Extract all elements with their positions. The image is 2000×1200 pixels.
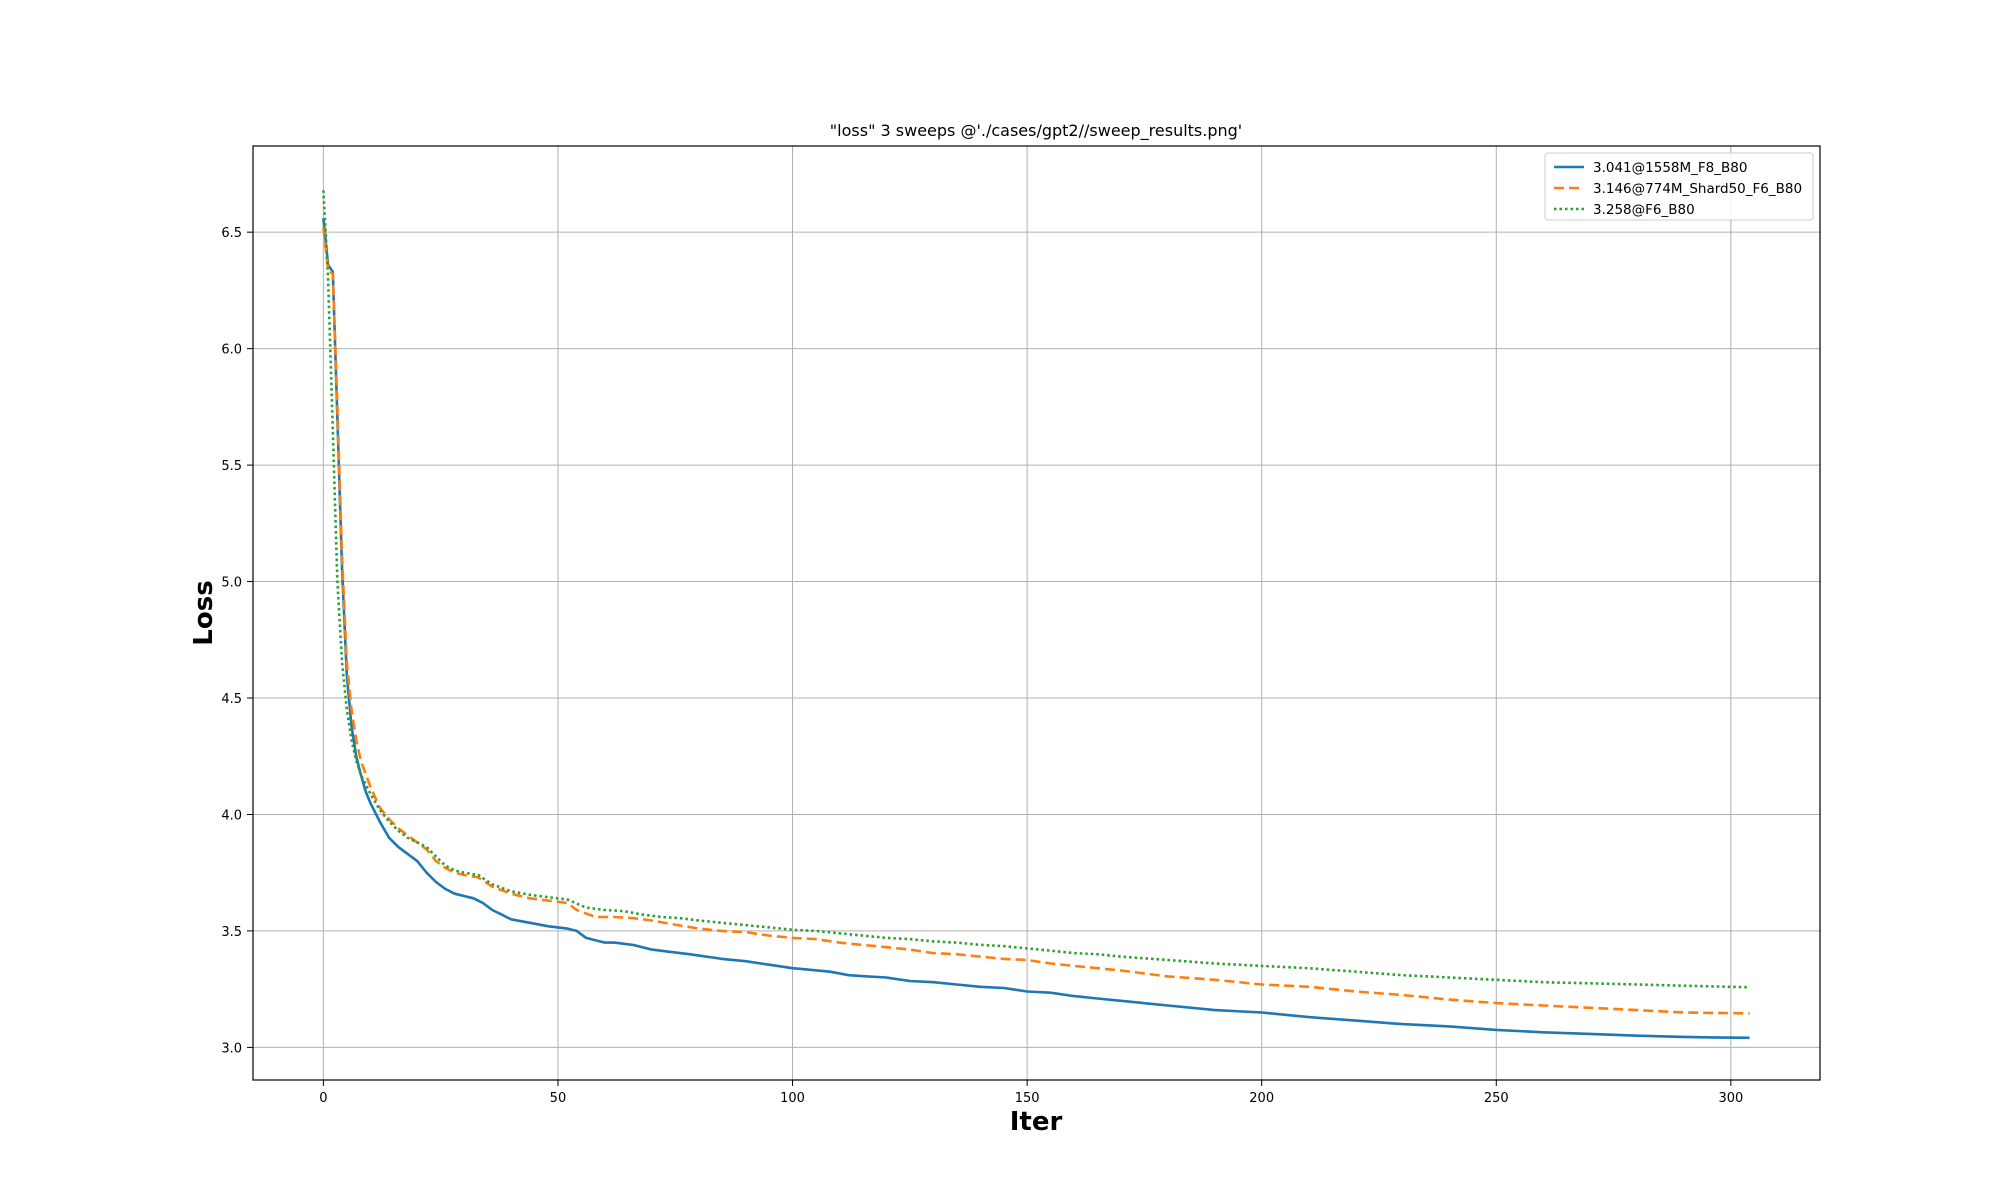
y-tick-label: 4.0 [221, 808, 242, 823]
y-tick-label: 5.5 [221, 459, 242, 474]
series-layer [322, 190, 1750, 1040]
series-line-2 [322, 227, 1750, 1015]
legend-box [1544, 152, 1814, 221]
x-tick-label: 100 [780, 1091, 805, 1106]
x-tick-label: 250 [1484, 1091, 1509, 1106]
legend-label-2: 3.146@774M_Shard50_F6_B80 [1593, 181, 1802, 197]
series-line-1 [322, 218, 1750, 1040]
y-axis-ticks: 3.0 3.5 4.0 4.5 5.0 5.5 6.0 6.5 [221, 226, 253, 1056]
y-tick-label: 3.0 [221, 1041, 242, 1056]
series-line-3 [322, 190, 1750, 989]
x-tick-label: 300 [1718, 1091, 1743, 1106]
grid-lines [253, 146, 1820, 1080]
x-axis-ticks: 0 50 100 150 200 250 300 [319, 1080, 1743, 1106]
legend-entries: 3.041@1558M_F8_B80 3.146@774M_Shard50_F6_… [1554, 160, 1802, 218]
x-axis-label: Iter [1010, 1107, 1063, 1137]
y-tick-label: 4.5 [221, 692, 242, 707]
y-tick-label: 6.5 [221, 226, 242, 241]
legend: 3.041@1558M_F8_B80 3.146@774M_Shard50_F6_… [1544, 152, 1814, 221]
plot-frame [252, 145, 1821, 1081]
x-tick-label: 200 [1249, 1091, 1274, 1106]
legend-label-3: 3.258@F6_B80 [1593, 202, 1695, 218]
y-tick-label: 6.0 [221, 343, 242, 358]
y-tick-label: 5.0 [221, 576, 242, 591]
x-tick-label: 50 [550, 1091, 567, 1106]
chart-title: "loss" 3 sweeps @'./cases/gpt2//sweep_re… [830, 121, 1242, 141]
y-tick-label: 3.5 [221, 925, 242, 940]
x-tick-label: 150 [1015, 1091, 1040, 1106]
legend-label-1: 3.041@1558M_F8_B80 [1593, 160, 1747, 176]
x-tick-label: 0 [319, 1091, 327, 1106]
y-axis-label: Loss [189, 580, 219, 645]
